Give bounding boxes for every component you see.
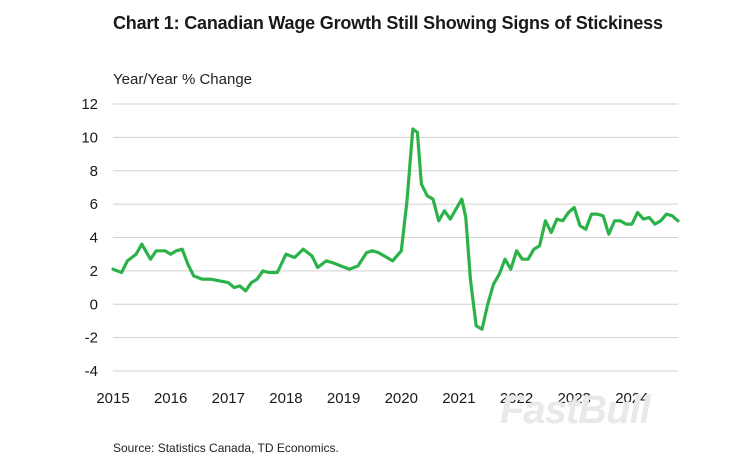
x-tick-label: 2016 bbox=[154, 390, 187, 407]
gridlines bbox=[113, 103, 678, 372]
x-tick-label: 2024 bbox=[615, 390, 648, 407]
y-tick-labels: 12 10 8 6 4 2 0 -2 -4 bbox=[81, 96, 98, 380]
x-tick-labels: 2015 2016 2017 2018 2019 2020 2021 2022 2023 2024 bbox=[96, 390, 648, 407]
x-tick-label: 2020 bbox=[385, 390, 418, 407]
y-tick-label: 0 bbox=[90, 296, 98, 313]
x-tick-label: 2022 bbox=[500, 390, 533, 407]
y-tick-label: 2 bbox=[90, 263, 98, 280]
y-tick-label: 8 bbox=[90, 163, 98, 180]
x-tick-label: 2021 bbox=[442, 390, 475, 407]
y-axis-label: Year/Year % Change bbox=[113, 71, 252, 88]
y-tick-label: -4 bbox=[85, 363, 98, 380]
x-tick-label: 2015 bbox=[96, 390, 129, 407]
x-tick-label: 2017 bbox=[212, 390, 245, 407]
x-tick-label: 2019 bbox=[327, 390, 360, 407]
y-tick-label: 10 bbox=[81, 129, 98, 146]
y-tick-label: -2 bbox=[85, 330, 98, 347]
x-tick-label: 2023 bbox=[558, 390, 591, 407]
x-tick-label: 2018 bbox=[269, 390, 302, 407]
chart-title: Chart 1: Canadian Wage Growth Still Show… bbox=[113, 13, 663, 33]
wage-growth-series-line bbox=[111, 127, 680, 331]
source-note: Source: Statistics Canada, TD Economics. bbox=[113, 441, 339, 455]
y-tick-label: 6 bbox=[90, 196, 98, 213]
watermark-logo: FastBull bbox=[500, 388, 651, 432]
y-tick-label: 12 bbox=[81, 96, 98, 113]
y-tick-label: 4 bbox=[90, 230, 98, 247]
